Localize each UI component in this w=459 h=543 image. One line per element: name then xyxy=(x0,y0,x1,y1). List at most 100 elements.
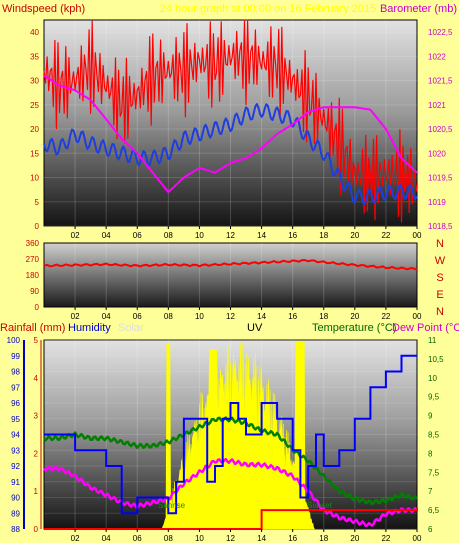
temperature-xtick-label: 12 xyxy=(226,534,235,543)
temp-ytick-label: 7,5 xyxy=(428,468,440,477)
barometer-ytick-label: 1022,5 xyxy=(428,28,453,37)
solar-label: Solar xyxy=(118,322,144,334)
direction-panel-background xyxy=(43,242,418,308)
wind-panel-right-label: Barometer (mb) xyxy=(380,3,457,15)
temperature-xtick-label: 10 xyxy=(195,534,204,543)
direction-panel-series xyxy=(43,259,418,271)
temp-ytick-label: 6 xyxy=(428,525,433,534)
temperature-xtick-label: 00 xyxy=(413,534,422,543)
direction-xtick-label: 06 xyxy=(133,312,142,321)
dewpoint-label: Dew Point (°C) xyxy=(392,322,459,334)
temp-ytick-label: 8,5 xyxy=(428,431,440,440)
wind-xtick-label: 10 xyxy=(195,231,204,240)
direction-xtick-label: 08 xyxy=(164,312,173,321)
wind-xtick-label: 06 xyxy=(133,231,142,240)
wind-xtick-label: 08 xyxy=(164,231,173,240)
wind-xtick-label: 04 xyxy=(102,231,111,240)
direction-ytick-label: 360 xyxy=(26,239,40,248)
humidity-ytick-label: 95 xyxy=(11,415,20,424)
humidity-ytick-label: 97 xyxy=(11,383,20,392)
series-wind-speed xyxy=(43,103,418,206)
direction-xtick-label: 02 xyxy=(71,312,80,321)
direction-xtick-label: 16 xyxy=(288,312,297,321)
humidity-label: Humidity xyxy=(68,322,111,334)
humidity-ytick-label: 91 xyxy=(11,478,20,487)
humidity-ytick-label: 89 xyxy=(11,509,20,518)
rain-ytick-label: 4 xyxy=(34,374,39,383)
wind-panel-series xyxy=(43,19,418,223)
wind-xtick-label: 16 xyxy=(288,231,297,240)
barometer-ytick-label: 1019 xyxy=(428,198,446,207)
temperature-xtick-label: 20 xyxy=(350,534,359,543)
direction-xtick-label: 12 xyxy=(226,312,235,321)
temp-ytick-label: 7 xyxy=(428,487,433,496)
temp-ytick-label: 11 xyxy=(428,336,437,345)
wind-ytick-label: 15 xyxy=(30,149,39,158)
humidity-ytick-label: 93 xyxy=(11,446,20,455)
temp-ytick-label: 10 xyxy=(428,374,437,383)
wind-ytick-label: 40 xyxy=(30,28,39,37)
wind-xtick-label: 20 xyxy=(350,231,359,240)
sunrise-label: Sunrise xyxy=(158,501,186,510)
barometer-ytick-label: 1020 xyxy=(428,149,446,158)
wind-panel-left-label: Windspeed (kph) xyxy=(2,3,85,15)
temp-ytick-label: 9,5 xyxy=(428,393,440,402)
rain-ytick-label: 0 xyxy=(34,525,39,534)
temp-ytick-label: 6,5 xyxy=(428,506,440,515)
barometer-ytick-label: 1019,5 xyxy=(428,174,453,183)
wind-panel-title: 24 hour graph at 00:00 on 16 February 20… xyxy=(160,3,377,15)
wind-panel-background xyxy=(43,19,418,227)
direction-ytick-label: 180 xyxy=(26,271,40,280)
rainfall-label: Rainfall (mm) xyxy=(0,322,65,334)
temperature-panel-ticks: 02 04 06 08 10 12 14 16 18 20 22 008889909192939495… xyxy=(7,336,444,543)
temperature-label: Temperature (°C) xyxy=(312,322,396,334)
wind-xtick-label: 02 xyxy=(71,231,80,240)
wind-ytick-label: 25 xyxy=(30,101,39,110)
wind-ytick-label: 20 xyxy=(30,125,39,134)
direction-xtick-label: 04 xyxy=(102,312,111,321)
humidity-ytick-label: 94 xyxy=(11,431,20,440)
humidity-ytick-label: 88 xyxy=(11,525,20,534)
series-rainfall xyxy=(44,508,418,530)
series-humidity xyxy=(44,354,417,515)
compass-label: N xyxy=(436,238,444,250)
rain-ytick-label: 5 xyxy=(34,336,39,345)
barometer-ytick-label: 1018,5 xyxy=(428,222,453,231)
wind-xtick-label: 12 xyxy=(226,231,235,240)
direction-xtick-label: 14 xyxy=(257,312,266,321)
humidity-ytick-label: 92 xyxy=(11,462,20,471)
wind-xtick-label: 18 xyxy=(319,231,328,240)
series-wind-gust xyxy=(43,19,418,223)
temperature-xtick-label: 04 xyxy=(102,534,111,543)
rain-ytick-label: 3 xyxy=(34,412,39,421)
temp-ytick-label: 10,5 xyxy=(428,355,444,364)
wind-panel-grid xyxy=(44,20,417,227)
temperature-xtick-label: 18 xyxy=(319,534,328,543)
humidity-ytick-label: 90 xyxy=(11,494,20,503)
direction-xtick-label: 18 xyxy=(319,312,328,321)
wind-ytick-label: 10 xyxy=(30,174,39,183)
temperature-xtick-label: 14 xyxy=(257,534,266,543)
humidity-ytick-label: 96 xyxy=(11,399,20,408)
temperature-xtick-label: 06 xyxy=(133,534,142,543)
temp-ytick-label: 9 xyxy=(428,412,433,421)
temperature-xtick-label: 22 xyxy=(381,534,390,543)
temperature-xtick-label: 16 xyxy=(288,534,297,543)
rain-ytick-label: 1 xyxy=(34,487,39,496)
rain-ytick-label: 2 xyxy=(34,449,39,458)
compass-label: E xyxy=(436,289,443,301)
humidity-ytick-label: 100 xyxy=(7,336,21,345)
wind-ytick-label: 35 xyxy=(30,52,39,61)
wind-ytick-label: 0 xyxy=(35,222,40,231)
direction-xtick-label: 10 xyxy=(195,312,204,321)
uv-label: UV xyxy=(247,322,263,334)
wind-xtick-label: 00 xyxy=(413,231,422,240)
temperature-panel-series xyxy=(43,354,419,530)
barometer-ytick-label: 1021,5 xyxy=(428,77,453,86)
temp-ytick-label: 8 xyxy=(428,449,433,458)
temperature-xtick-label: 08 xyxy=(164,534,173,543)
direction-xtick-label: 00 xyxy=(413,312,422,321)
series-wind-direction xyxy=(43,259,418,271)
